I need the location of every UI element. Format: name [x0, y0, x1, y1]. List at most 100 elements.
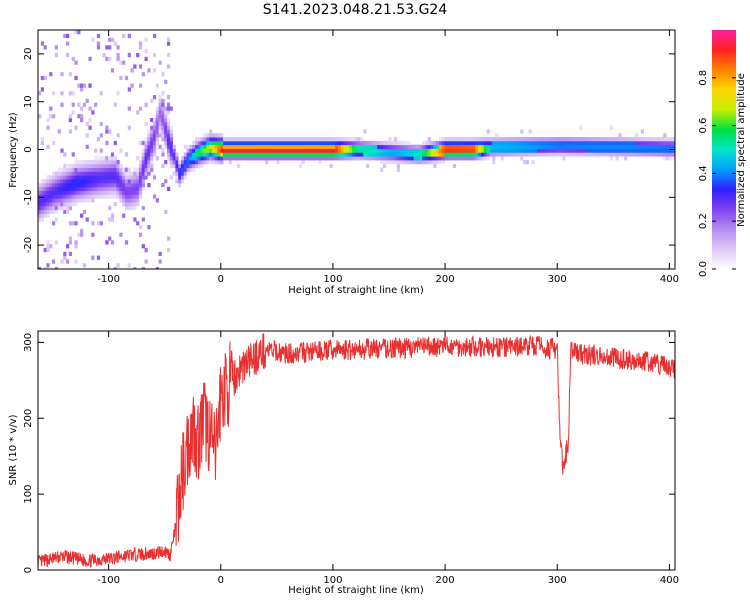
spectrogram-cell [570, 140, 574, 146]
spectrogram-cell [197, 152, 202, 157]
spectrogram-cell [295, 156, 300, 161]
spectrogram-cell [80, 167, 84, 172]
spectrogram-cell [141, 148, 145, 153]
spectrogram-cell [85, 190, 89, 195]
spectrogram-cell [99, 91, 103, 96]
snr-x-tick-label: 100 [323, 575, 342, 586]
spectrogram-cell [458, 140, 462, 146]
spectrogram-cell [108, 156, 112, 161]
spectrogram-cell [609, 140, 614, 146]
spectrogram-cell [172, 148, 176, 153]
spectrogram-cell [116, 52, 120, 58]
spectrogram-cell [49, 106, 53, 111]
spectrogram-cell [514, 137, 518, 142]
spectrogram-cell [567, 152, 572, 157]
spectrogram-cell [195, 148, 199, 153]
spectrogram-cell [178, 163, 182, 169]
spectrogram-cell [113, 163, 117, 169]
spectrogram-cell [495, 148, 499, 153]
spectrogram-cell [161, 129, 165, 134]
spectrogram-cell [237, 152, 241, 157]
spectrogram-cell [637, 152, 642, 157]
spectrogram-cell [368, 140, 373, 146]
spectrogram-cell [209, 148, 213, 153]
spectrogram-cell [601, 144, 605, 149]
spectrogram-cell [197, 156, 202, 161]
spectrogram-cell [102, 156, 106, 161]
spectrogram-cell [609, 152, 614, 157]
spectrogram-cell [315, 144, 319, 149]
snr-x-tick-label: 400 [660, 575, 679, 586]
spectrogram-cell [110, 160, 115, 165]
spectrogram-cell [352, 152, 356, 157]
spectrogram-cell [46, 144, 50, 149]
spectrogram-cell [94, 186, 98, 192]
spectrogram-cell [82, 263, 87, 268]
spectrogram-cell [91, 179, 95, 184]
spectrogram-cell [130, 205, 134, 211]
spectrogram-cell [281, 137, 286, 142]
spectrogram-cell [71, 202, 75, 207]
spectrogram-cell [649, 152, 653, 157]
spectrogram-cell [66, 182, 70, 188]
spectrogram-cell [119, 232, 123, 237]
spectrogram-cell [259, 152, 263, 157]
spectrogram-cell [150, 163, 154, 169]
spectrogram-cell [200, 156, 204, 161]
spectrogram-cell [287, 140, 291, 146]
spectrogram-cell [579, 148, 583, 153]
spectrogram-cell [80, 114, 84, 119]
spectrogram-cell [581, 140, 586, 146]
spectrogram-cell [122, 213, 126, 218]
spectrogram-cell [402, 152, 406, 157]
spectrogram-cell [424, 160, 429, 165]
spectrogram-cell [506, 148, 510, 153]
spectrogram-cell [147, 148, 151, 153]
spectrogram-cell [332, 156, 336, 161]
spectrogram-cell [136, 52, 140, 58]
spectrogram-cell [82, 186, 87, 192]
spectrogram-cell [556, 137, 560, 142]
spectrogram-cell [309, 148, 314, 153]
spectrogram-cell [54, 202, 59, 207]
spectrogram-cell [155, 106, 159, 111]
spectrogram-cell [245, 140, 249, 146]
spectrogram-cell [612, 152, 616, 157]
spectrogram-cell [46, 263, 50, 268]
spectrogram-cell [77, 83, 81, 88]
spectrogram-cell [68, 186, 73, 192]
spectrogram-cell [172, 156, 176, 161]
spectrogram-cell [377, 152, 381, 157]
spectrogram-cell [340, 140, 345, 146]
spectrogram-cell [200, 160, 204, 165]
spectrogram-cell [60, 259, 64, 264]
spectrogram-cell [340, 152, 345, 157]
spectrogram-cell [80, 160, 84, 165]
spectrogram-cell [206, 152, 210, 157]
spectrogram-cell [40, 182, 45, 188]
spectrogram-cell [82, 182, 87, 188]
spectrogram-cell [377, 140, 381, 146]
spectrogram-cell [211, 144, 216, 149]
spectrogram-cell [464, 144, 468, 149]
spectrogram-cell [489, 148, 493, 153]
spectrogram-cell [402, 160, 406, 165]
spectrogram-cell [475, 140, 479, 146]
spectrogram-cell [500, 140, 504, 146]
spectrogram-cell [593, 148, 597, 153]
spectrogram-cell [329, 137, 333, 142]
spectrogram-cell [175, 156, 179, 161]
spectrogram-cell [265, 156, 269, 161]
spectrogram-cell [587, 148, 591, 153]
spectrogram-cell [382, 156, 387, 161]
spectrogram-cell [646, 148, 650, 153]
spectrogram-cell [52, 198, 56, 203]
spectrogram-cell [94, 163, 98, 169]
spectrogram-cell [301, 148, 305, 153]
spectrogram-cell [441, 156, 445, 161]
spectrogram-cell [492, 140, 496, 146]
spectrogram-cell [643, 144, 647, 149]
spectrogram-cell [144, 49, 148, 54]
spectrogram-cell [281, 156, 286, 161]
spectrogram-cell [141, 205, 145, 211]
